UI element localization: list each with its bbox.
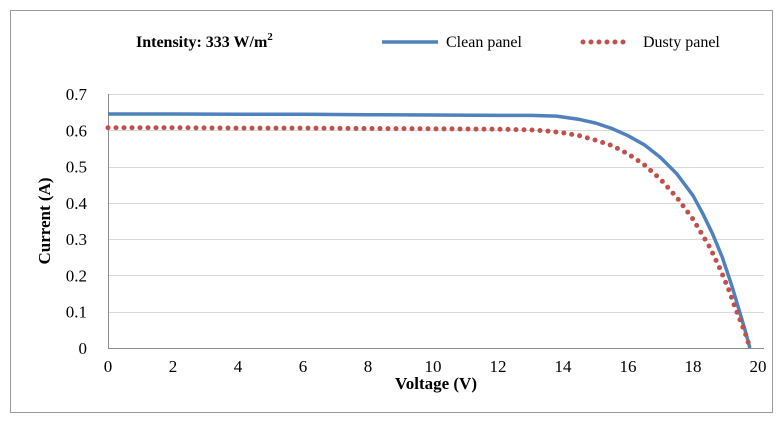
x-tick-label-10: 20 [750, 357, 767, 376]
legend-label-dusty-panel: Dusty panel [643, 34, 720, 51]
grid-lines [108, 94, 764, 313]
y-axis-title: Current (A) [35, 177, 54, 264]
legend-label-clean-panel: Clean panel [446, 34, 523, 51]
x-tick-label-3: 6 [299, 357, 308, 376]
y-tick-labels: 0 0.1 0.2 0.3 0.4 0.5 0.6 0.7 [66, 85, 88, 358]
x-tick-label-4: 8 [364, 357, 373, 376]
y-tick-label-3: 0.3 [66, 230, 87, 249]
chart-border [10, 10, 773, 413]
y-tick-label-5: 0.5 [66, 158, 87, 177]
x-tick-label-6: 12 [490, 357, 507, 376]
intensity-superscript: 2 [267, 31, 273, 43]
x-tick-label-7: 14 [555, 357, 573, 376]
y-tick-label-1: 0.1 [66, 303, 87, 322]
x-tick-label-8: 16 [620, 357, 637, 376]
series-line-dusty-panel [105, 125, 753, 351]
x-tick-label-5: 10 [425, 357, 442, 376]
y-tick-label-0: 0 [79, 339, 88, 358]
y-tick-label-7: 0.7 [66, 85, 88, 104]
y-tick-label-6: 0.6 [66, 121, 87, 140]
series-line-clean-panel [108, 112, 752, 349]
x-tick-label-9: 18 [685, 357, 702, 376]
x-tick-label-2: 4 [234, 357, 243, 376]
x-tick-label-0: 0 [104, 357, 113, 376]
series [105, 112, 753, 351]
y-tick-label-4: 0.4 [66, 194, 88, 213]
x-tick-label-1: 2 [169, 357, 178, 376]
x-tick-labels: 0 2 4 6 8 10 12 14 16 18 20 [104, 357, 767, 376]
x-axis-title: Voltage (V) [395, 374, 477, 393]
axes [108, 94, 764, 349]
intensity-label: Intensity: 333 W/m2 [136, 31, 273, 51]
y-tick-label-2: 0.2 [66, 266, 87, 285]
